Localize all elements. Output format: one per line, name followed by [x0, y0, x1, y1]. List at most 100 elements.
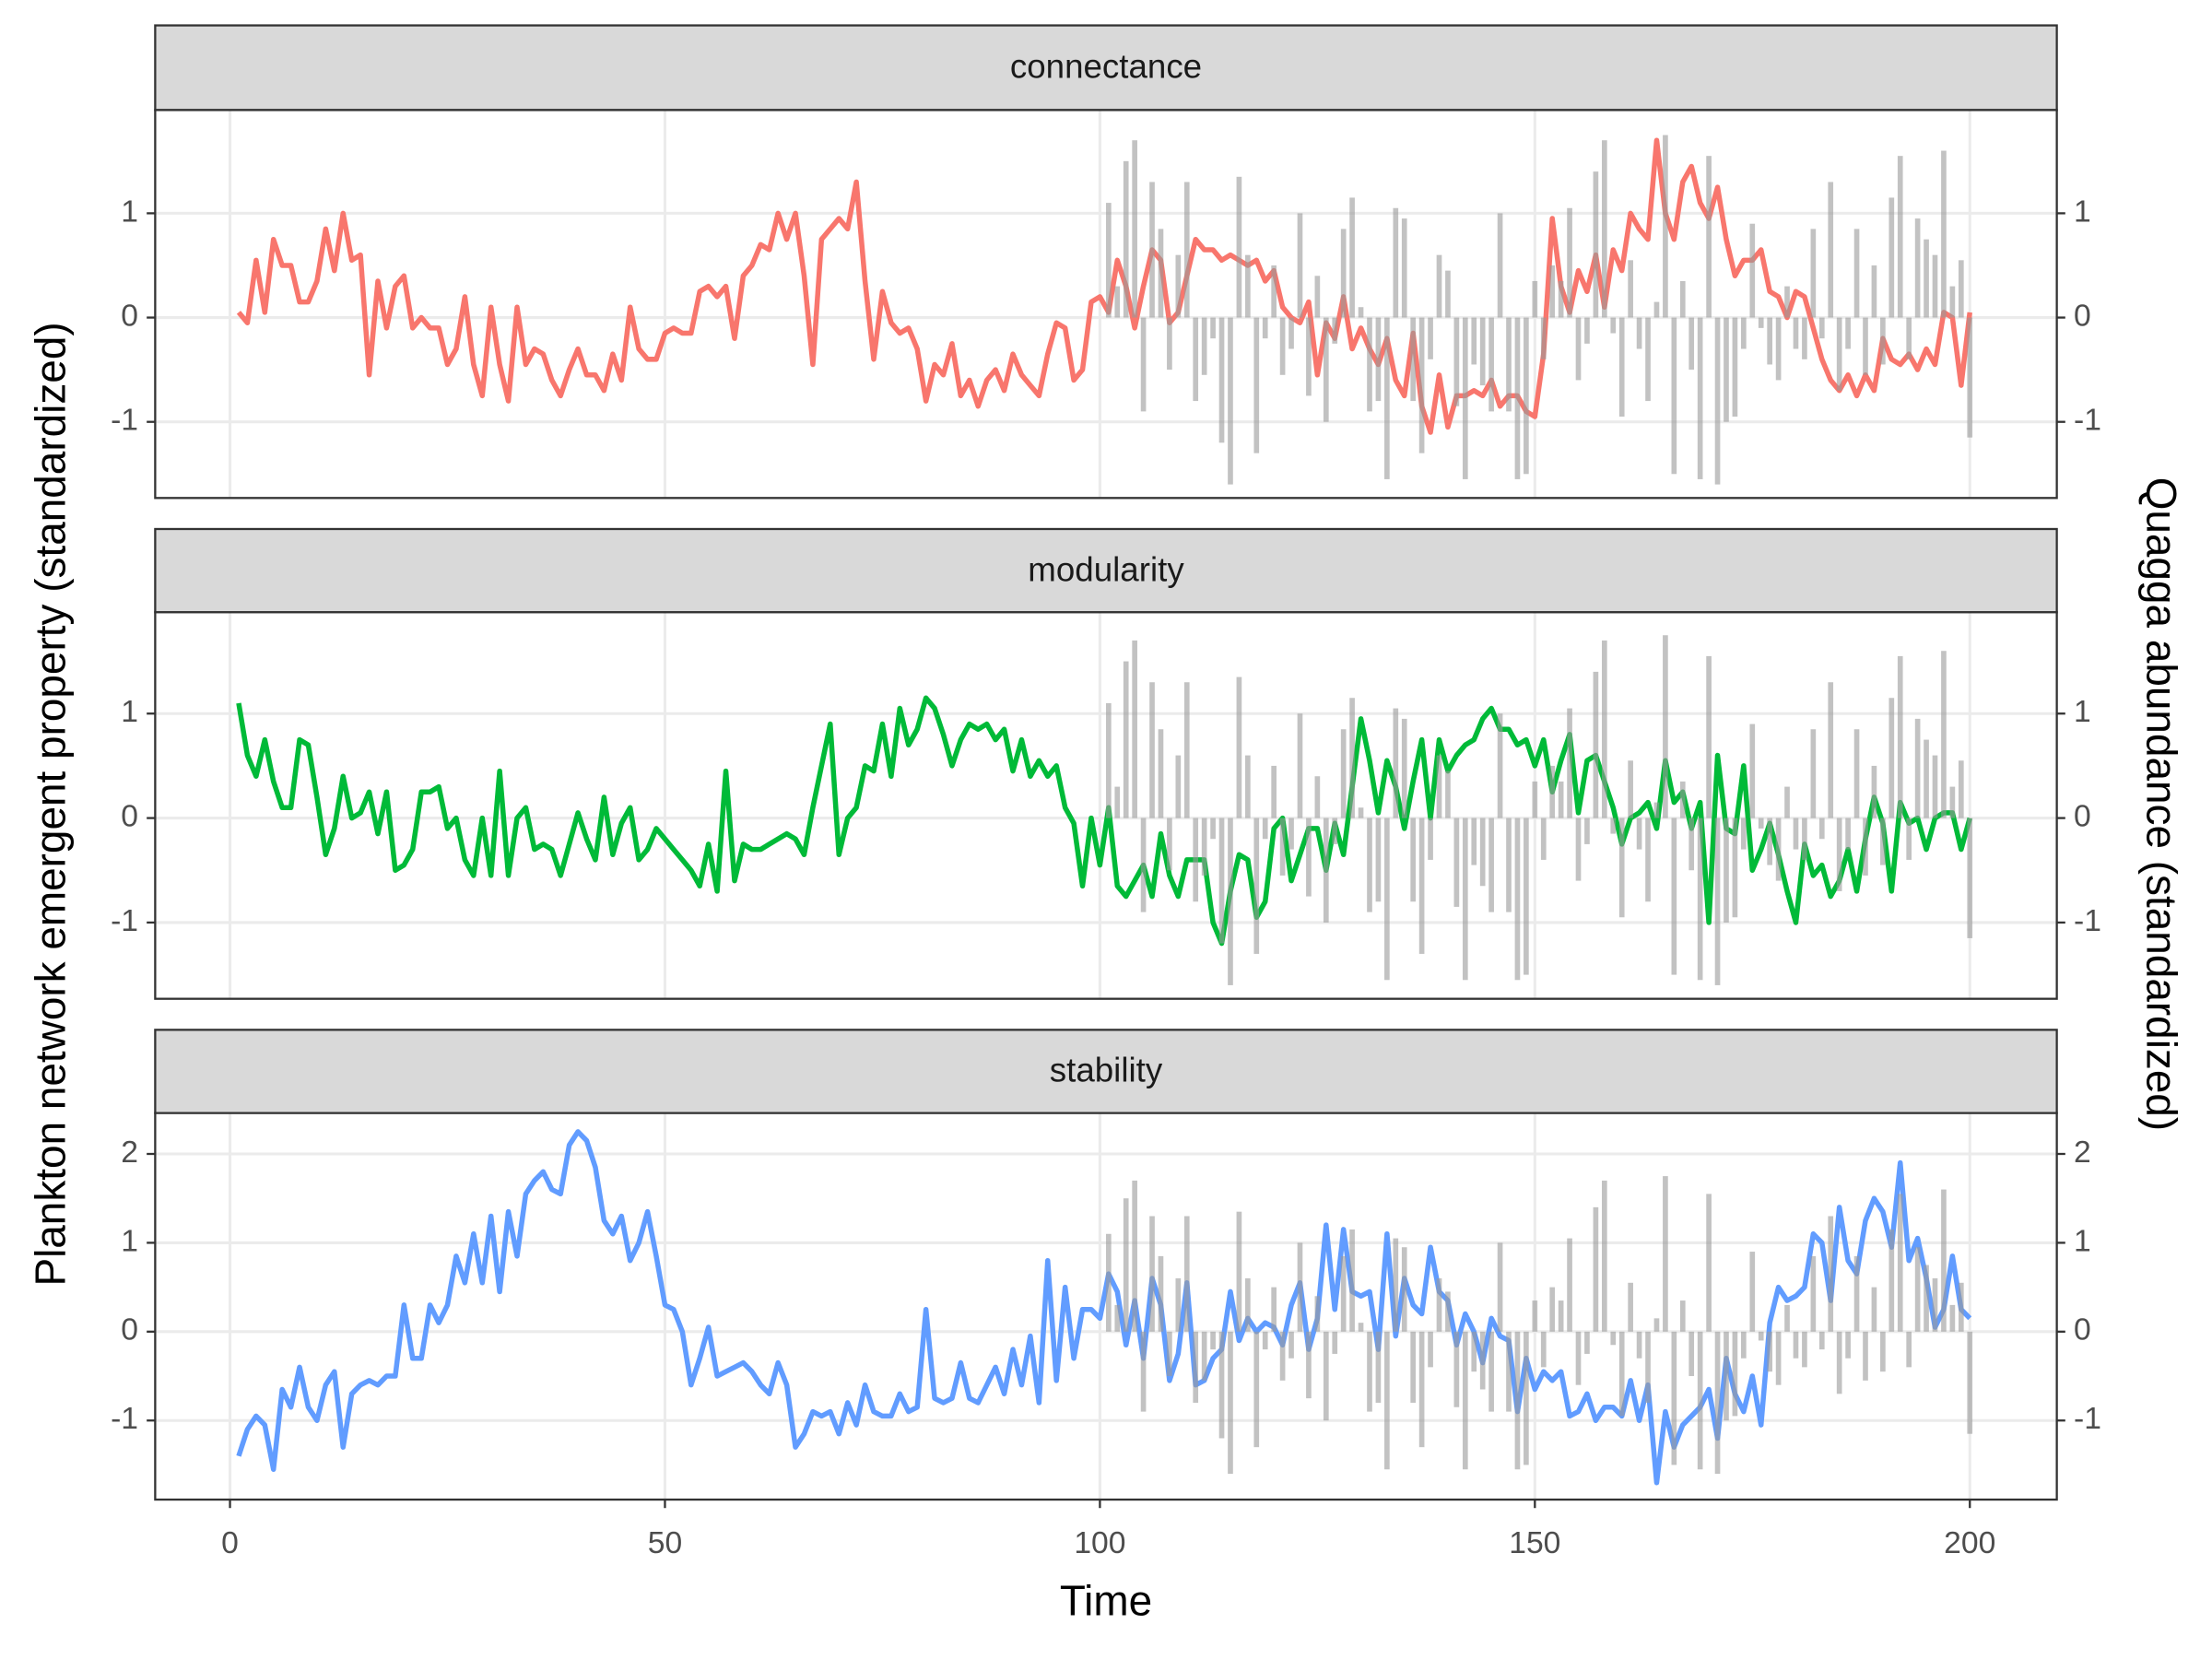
- bar: [1340, 729, 1347, 818]
- bar: [1218, 1331, 1225, 1439]
- bar: [1906, 818, 1912, 860]
- bar: [1532, 280, 1538, 318]
- bar: [1645, 1331, 1651, 1403]
- bar: [1593, 171, 1599, 318]
- x-tick-label: 50: [648, 1526, 682, 1560]
- bar: [1288, 818, 1294, 850]
- bar: [1453, 818, 1460, 907]
- bar: [1567, 207, 1572, 318]
- bar: [1314, 776, 1321, 818]
- bar: [1228, 317, 1233, 485]
- bar: [1401, 1247, 1407, 1332]
- bar: [1132, 1180, 1137, 1332]
- bar: [1775, 317, 1782, 381]
- bar: [1375, 1331, 1382, 1403]
- y-tick-label: 0: [121, 1313, 138, 1347]
- bar: [1628, 260, 1633, 318]
- bar: [1601, 140, 1607, 318]
- bar: [1445, 1291, 1451, 1332]
- bar: [1401, 218, 1407, 318]
- bar: [1828, 182, 1834, 318]
- bar: [1749, 724, 1756, 818]
- bar: [1888, 197, 1895, 318]
- bar: [1106, 1233, 1112, 1332]
- bar: [1871, 765, 1877, 818]
- bar: [1897, 655, 1903, 818]
- bar: [1567, 1238, 1572, 1332]
- bar: [1418, 1331, 1425, 1448]
- bar: [1332, 317, 1338, 344]
- bar: [1514, 818, 1521, 981]
- bar: [1332, 1331, 1338, 1354]
- bar: [1132, 140, 1137, 318]
- bar: [1375, 317, 1382, 402]
- bar: [1436, 755, 1442, 818]
- bar: [1218, 818, 1225, 944]
- bar: [1245, 755, 1251, 818]
- bar: [1384, 818, 1390, 981]
- bar: [1418, 818, 1425, 954]
- bar: [1288, 317, 1294, 349]
- y-tick-label: 1: [121, 1224, 138, 1258]
- bar: [1714, 818, 1721, 985]
- bar: [1445, 771, 1451, 818]
- bar: [1871, 265, 1877, 318]
- bar: [1863, 818, 1868, 876]
- bar: [1818, 317, 1825, 339]
- bar: [1567, 708, 1572, 818]
- bar: [1532, 1300, 1538, 1332]
- bar: [1671, 818, 1677, 975]
- data-line: [236, 137, 1972, 435]
- bar: [1888, 1229, 1895, 1332]
- bar: [1618, 317, 1625, 418]
- bar: [1245, 1277, 1251, 1332]
- bar: [1228, 818, 1233, 985]
- y2-tick-label: -1: [2074, 1402, 2101, 1436]
- bar: [1724, 317, 1729, 422]
- x-tick-label: 200: [1944, 1526, 1995, 1560]
- bar: [1653, 301, 1660, 318]
- bar: [1679, 781, 1686, 818]
- bar: [1714, 1331, 1721, 1475]
- y2-tick-label: 1: [2074, 695, 2091, 729]
- bar: [1524, 1331, 1529, 1465]
- bar: [1479, 818, 1486, 887]
- bar: [1558, 781, 1564, 818]
- bar: [1323, 818, 1329, 923]
- bar: [1628, 760, 1633, 818]
- bar: [1297, 1242, 1303, 1332]
- bar: [1524, 818, 1529, 975]
- y2-axis-title: Quagga abundance (standardized): [2138, 477, 2186, 1132]
- bar: [1906, 317, 1912, 359]
- bar: [1732, 818, 1738, 918]
- bar: [1636, 818, 1642, 850]
- bar: [1558, 280, 1564, 318]
- bar: [1418, 317, 1425, 453]
- x-tick-label: 0: [221, 1526, 239, 1560]
- bar: [1784, 286, 1790, 318]
- bar: [1410, 1331, 1417, 1403]
- bar: [1228, 1331, 1233, 1475]
- bar: [1663, 635, 1668, 818]
- bar: [1114, 286, 1121, 318]
- bar: [1453, 1331, 1460, 1407]
- bar: [1810, 229, 1817, 318]
- bar: [1732, 317, 1738, 418]
- strip-label: modularity: [1028, 550, 1184, 588]
- bar: [1888, 698, 1895, 818]
- bar: [1514, 1331, 1521, 1470]
- bar: [1941, 150, 1947, 318]
- bar: [1880, 1331, 1886, 1372]
- bar: [1845, 818, 1851, 850]
- y2-tick-label: 1: [2074, 194, 2091, 229]
- bar: [1967, 1331, 1973, 1434]
- bar: [1332, 818, 1338, 844]
- y-tick-label: -1: [111, 404, 138, 438]
- bar: [1262, 818, 1268, 840]
- bar: [1767, 317, 1772, 365]
- bar: [1488, 317, 1494, 412]
- bar: [1471, 317, 1477, 365]
- bar: [1340, 229, 1347, 318]
- bar: [1724, 1331, 1729, 1421]
